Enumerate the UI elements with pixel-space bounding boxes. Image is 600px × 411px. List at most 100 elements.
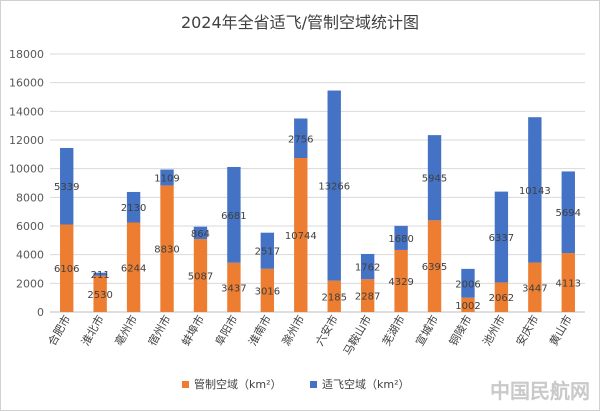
watermark-logo: 中国民航网	[490, 379, 590, 403]
bar-controlled	[160, 185, 174, 312]
y-tick-label: 10000	[9, 163, 44, 176]
data-label: 5694	[556, 208, 581, 219]
bar-flyable	[327, 90, 341, 281]
bar-controlled	[528, 262, 542, 312]
data-label: 3447	[522, 283, 547, 294]
x-tick-label: 马鞍山市	[340, 313, 374, 358]
bar-flyable	[394, 225, 408, 250]
x-tick-label: 合肥市	[45, 313, 74, 349]
x-tick-label: 安庆市	[513, 313, 542, 349]
bar-flyable	[160, 169, 174, 186]
bar-controlled	[294, 158, 308, 312]
data-labels: 6106 5339 2530 211 6244 2130 8830 1109 5087 864 34…	[54, 134, 581, 312]
x-tick-label: 蚌埠市	[178, 313, 207, 349]
x-tick-label: 宣城市	[413, 313, 442, 349]
y-tick-label: 14000	[9, 105, 44, 118]
y-tick-label: 6000	[16, 220, 44, 233]
data-label: 2185	[321, 292, 346, 303]
bar-controlled	[60, 224, 74, 312]
data-label: 1002	[455, 301, 480, 312]
data-label: 3016	[255, 286, 280, 297]
data-label: 6244	[121, 263, 146, 274]
data-label: 5339	[54, 182, 79, 193]
bar-controlled	[93, 275, 107, 312]
data-label: 211	[91, 270, 110, 281]
data-label: 13266	[318, 182, 350, 193]
bar-controlled	[227, 262, 241, 312]
legend-swatch-flyable	[310, 381, 317, 388]
data-label: 10744	[285, 231, 317, 242]
y-tick-label: 16000	[9, 77, 44, 90]
x-tick-label: 亳州市	[112, 313, 141, 349]
data-label: 6337	[489, 233, 514, 244]
bar-flyable	[427, 135, 442, 221]
bar-flyable	[60, 147, 74, 225]
data-label: 2006	[455, 279, 480, 290]
data-label: 2130	[121, 203, 146, 214]
bar-flyable	[93, 272, 107, 276]
x-axis: 合肥市 淮北市 亳州市 宿州市 蚌埠市 阜阳市 淮南市 滁州市 六安市 马鞍山市 芜湖市 宣城市 铜陵市…	[45, 313, 575, 358]
x-tick-label: 淮北市	[78, 313, 107, 349]
bar-flyable	[561, 171, 575, 254]
bar-controlled	[193, 239, 208, 312]
y-axis: 0 2000 4000 6000 8000 10000 12000 14000 16000 180…	[9, 48, 44, 319]
data-label: 6395	[422, 262, 447, 273]
data-label: 5945	[422, 174, 447, 185]
bar-flyable	[193, 226, 208, 240]
y-tick-label: 18000	[9, 48, 44, 61]
data-label: 6106	[54, 264, 79, 275]
data-label: 2530	[87, 290, 112, 301]
bar-controlled	[394, 249, 408, 312]
data-label: 10143	[519, 186, 551, 197]
x-tick-label: 滁州市	[279, 313, 308, 349]
legend-swatch-controlled	[182, 381, 189, 388]
bar-flyable	[461, 268, 475, 298]
data-label: 864	[191, 229, 210, 240]
bar-controlled	[427, 220, 442, 312]
data-label: 2287	[355, 292, 380, 303]
x-tick-label: 六安市	[312, 313, 341, 349]
bar-flyable	[294, 118, 308, 159]
y-tick-label: 8000	[16, 191, 44, 204]
y-tick-label: 12000	[9, 134, 44, 147]
x-tick-label: 铜陵市	[446, 313, 475, 349]
bar-controlled	[561, 253, 575, 312]
bar-controlled	[461, 297, 475, 312]
bar-controlled	[260, 268, 275, 312]
data-label: 8830	[154, 245, 179, 256]
bar-flyable	[227, 166, 241, 263]
x-tick-label: 淮南市	[245, 313, 274, 349]
bar-controlled	[494, 282, 509, 312]
data-label: 2517	[255, 247, 280, 258]
legend: 管制空域（km²） 适飞空域（km²）	[182, 377, 410, 391]
bar-controlled	[327, 280, 341, 312]
bar-controlled	[126, 222, 141, 312]
data-label: 4113	[556, 279, 581, 290]
y-tick-label: 4000	[16, 249, 44, 262]
data-label: 3437	[221, 283, 246, 294]
bar-flyable	[260, 232, 275, 269]
bar-controlled	[360, 279, 375, 312]
y-tick-label: 2000	[16, 277, 44, 290]
bars	[60, 90, 575, 312]
x-tick-label: 池州市	[479, 313, 508, 349]
data-label: 1680	[388, 234, 413, 245]
data-label: 5087	[188, 272, 213, 283]
data-label: 6681	[221, 211, 246, 222]
bar-flyable	[494, 191, 509, 283]
bar-flyable	[528, 117, 542, 263]
legend-label-flyable: 适飞空域（km²）	[322, 377, 410, 391]
data-label: 1109	[154, 173, 179, 184]
y-tick-label: 0	[37, 306, 44, 319]
data-label: 1762	[355, 263, 380, 274]
data-label: 2062	[489, 293, 514, 304]
x-tick-label: 黄山市	[546, 313, 575, 349]
bar-flyable	[360, 253, 375, 280]
x-tick-label: 阜阳市	[212, 313, 241, 349]
chart-title: 2024年全省适飞/管制空域统计图	[181, 13, 419, 32]
bar-flyable	[126, 191, 141, 223]
legend-label-controlled: 管制空域（km²）	[194, 377, 282, 391]
data-label: 4329	[388, 277, 413, 288]
x-tick-label: 芜湖市	[379, 313, 408, 349]
